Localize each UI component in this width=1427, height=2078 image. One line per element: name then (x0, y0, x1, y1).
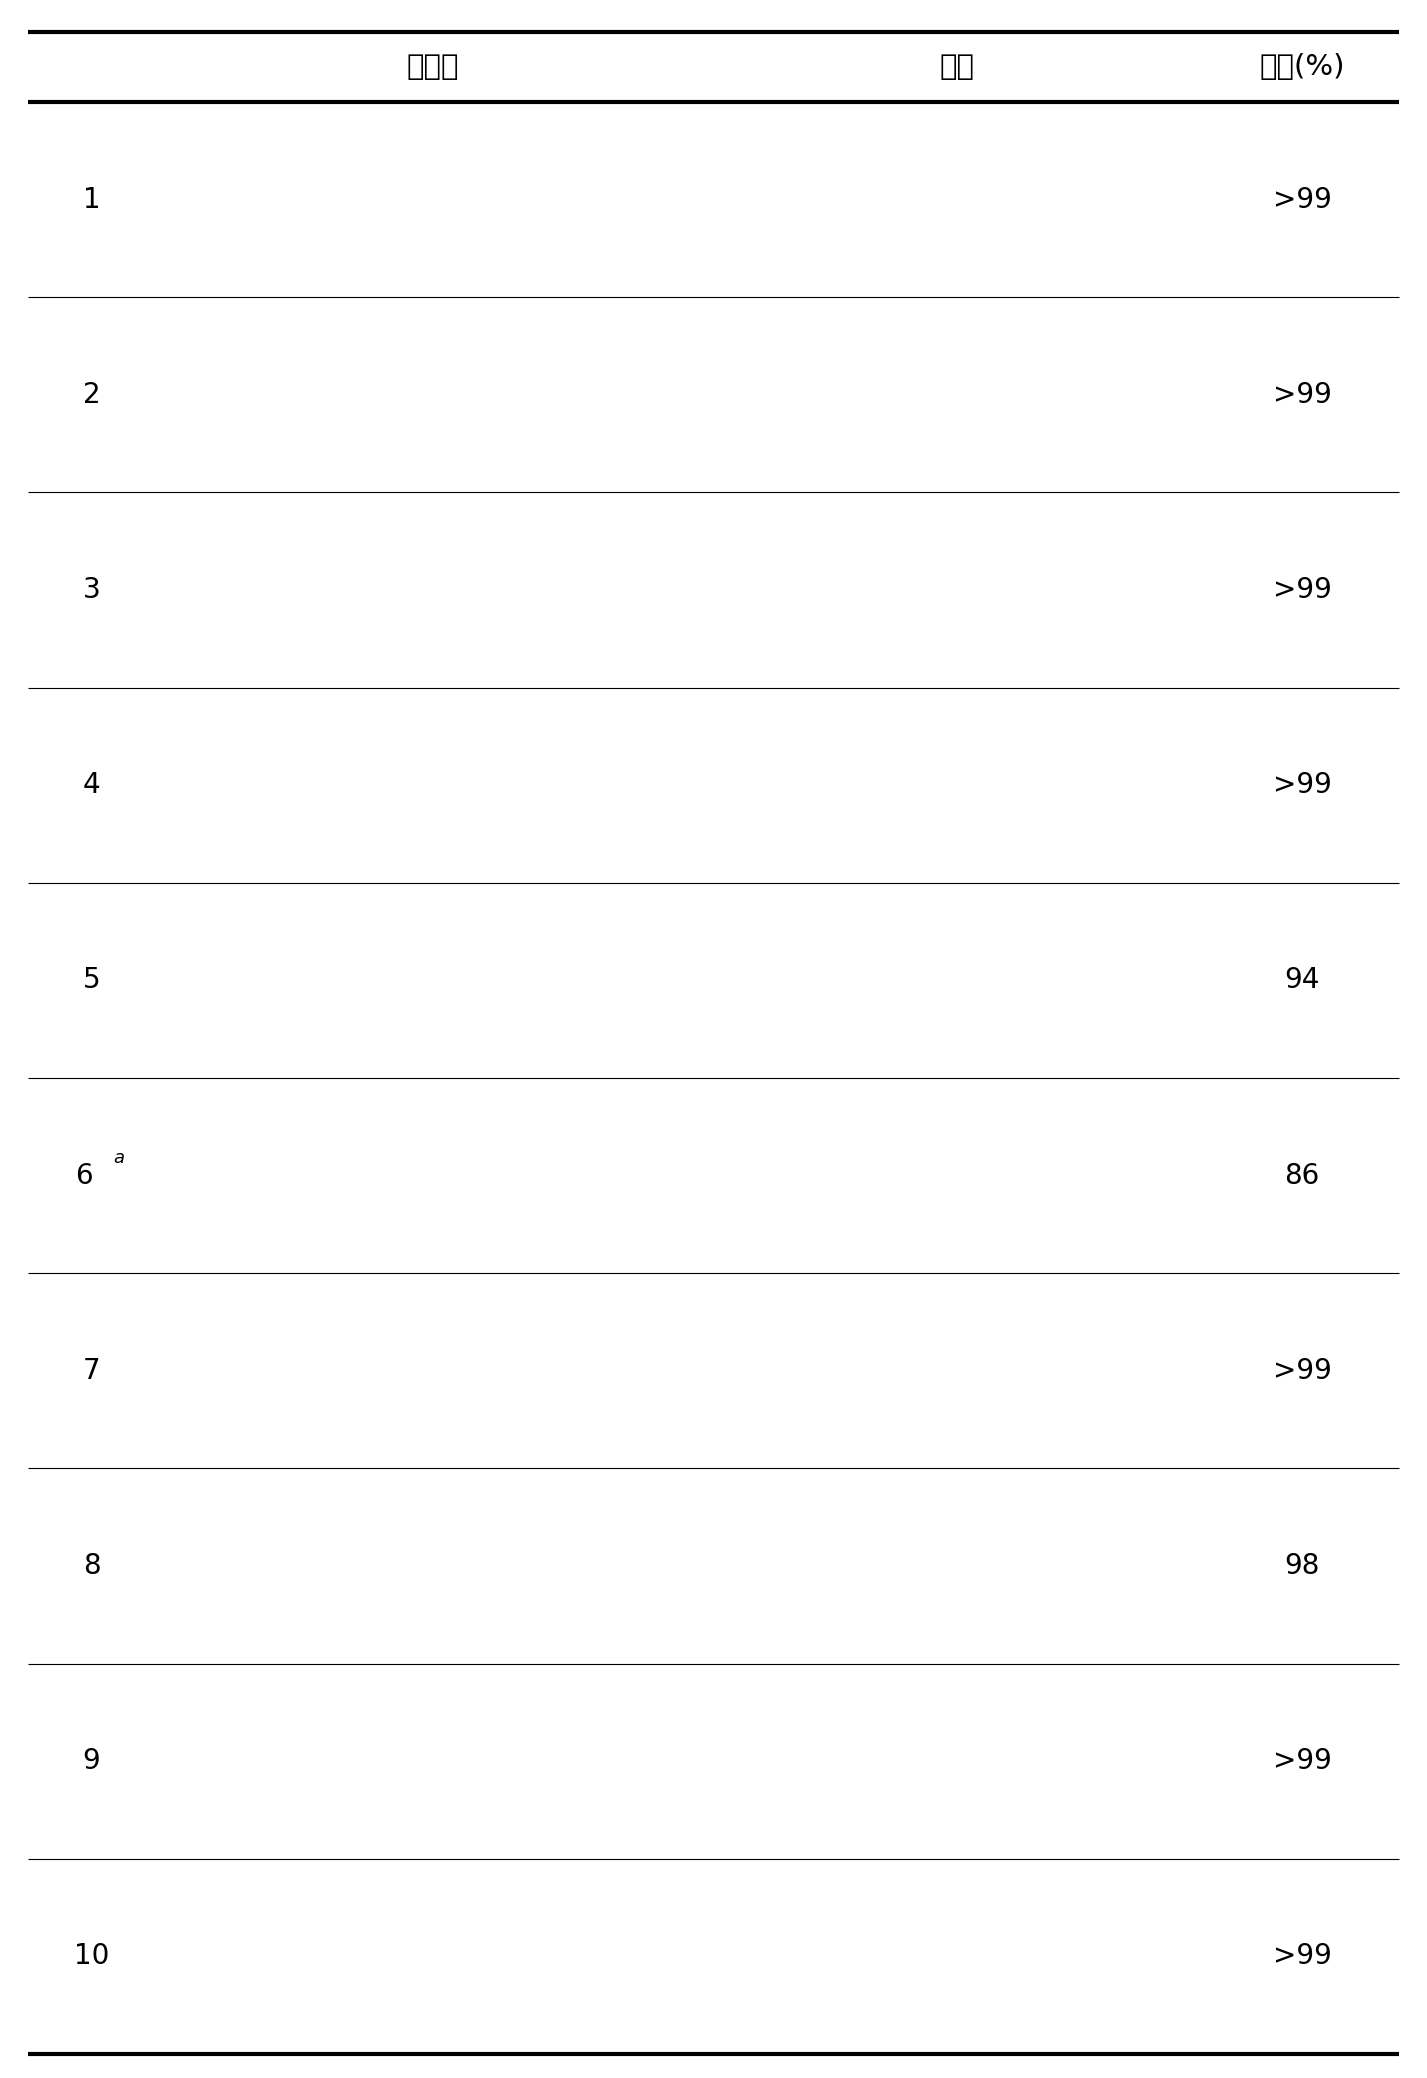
Text: 7: 7 (83, 1357, 100, 1384)
Text: 产物: 产物 (940, 54, 975, 81)
Text: 原料醇: 原料醇 (407, 54, 458, 81)
Text: 10: 10 (74, 1943, 110, 1970)
Text: >99: >99 (1273, 380, 1331, 409)
Text: 8: 8 (83, 1552, 100, 1579)
Text: 98: 98 (1284, 1552, 1320, 1579)
Text: 3: 3 (83, 576, 100, 605)
Text: >99: >99 (1273, 1943, 1331, 1970)
Text: 2: 2 (83, 380, 100, 409)
Text: >99: >99 (1273, 185, 1331, 214)
Text: 4: 4 (83, 771, 100, 800)
Text: a: a (114, 1149, 124, 1166)
Text: >99: >99 (1273, 576, 1331, 605)
Text: 86: 86 (1284, 1162, 1320, 1189)
Text: >99: >99 (1273, 1748, 1331, 1775)
Text: 9: 9 (83, 1748, 100, 1775)
Text: 5: 5 (83, 966, 100, 995)
Text: 1: 1 (83, 185, 100, 214)
Text: 6: 6 (74, 1162, 93, 1189)
Text: 产率(%): 产率(%) (1259, 54, 1344, 81)
Text: >99: >99 (1273, 1357, 1331, 1384)
Text: >99: >99 (1273, 771, 1331, 800)
Text: 94: 94 (1284, 966, 1320, 995)
